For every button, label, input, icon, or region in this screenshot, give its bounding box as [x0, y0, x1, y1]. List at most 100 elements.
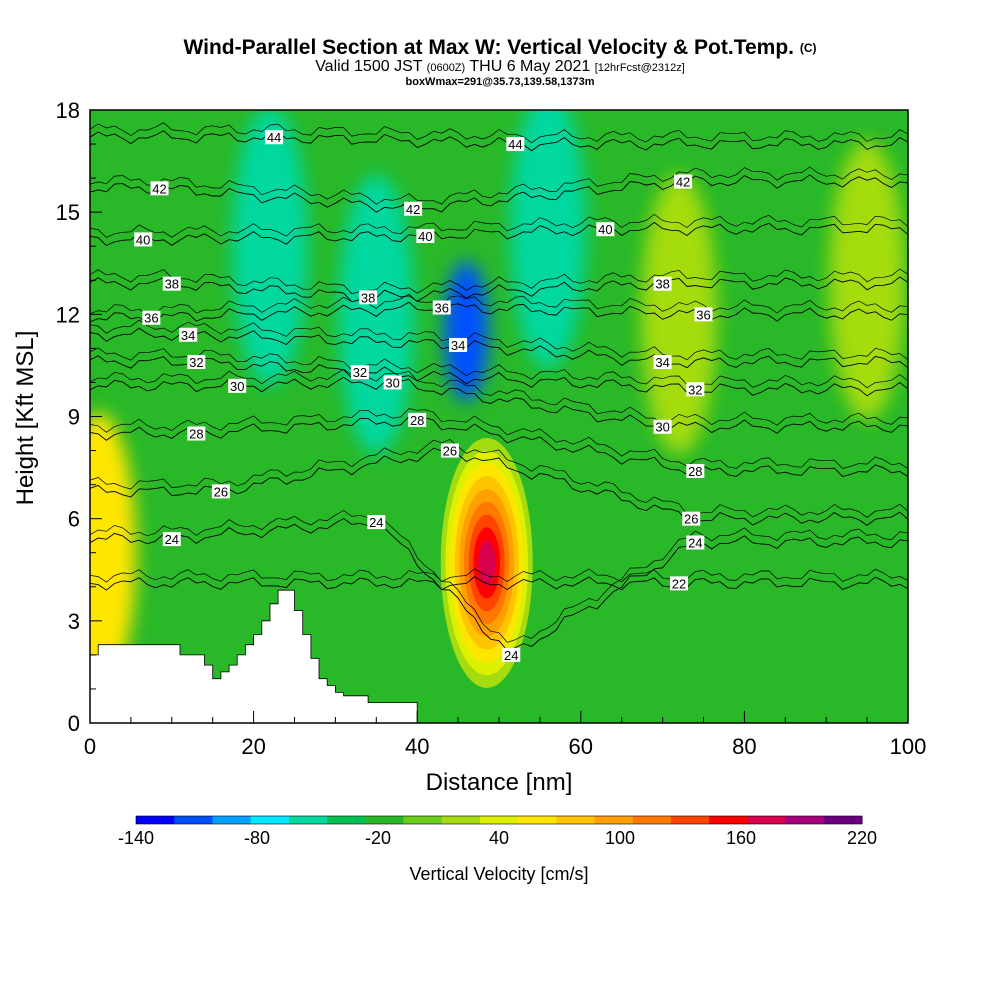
theta-contour-label: 34 [653, 355, 672, 370]
colorbar-swatch [174, 816, 213, 824]
theta-value: 38 [361, 290, 375, 305]
theta-contour [90, 355, 908, 397]
label-box [134, 232, 153, 247]
x-tick-label: 100 [890, 734, 927, 759]
y-tick-label: 3 [68, 609, 80, 634]
velocity-field [90, 110, 908, 723]
theta-value: 30 [230, 379, 244, 394]
theta-value: 44 [267, 130, 281, 145]
theta-contour-label: 26 [440, 443, 459, 459]
theta-value: 28 [189, 427, 203, 442]
theta-contour-label: 28 [408, 412, 427, 428]
velocity-cell [231, 110, 308, 387]
label-box [187, 426, 206, 441]
label-box [162, 276, 181, 291]
chart-subtitle-box: boxWmax=291@35.73,139.58,1373m [405, 76, 595, 88]
theta-value: 24 [165, 532, 179, 547]
colorbar-swatch [594, 816, 634, 824]
colorbar-title: Vertical Velocity [cm/s] [409, 864, 588, 884]
updraft-core [440, 437, 533, 688]
theta-value: 36 [696, 307, 710, 322]
y-axis-title: Height [Kft MSL] [12, 331, 39, 506]
theta-value: 42 [676, 175, 690, 190]
theta-contour-label: 38 [162, 276, 181, 292]
theta-contour [90, 130, 908, 152]
colorbar-swatch [556, 816, 596, 824]
chart-title-block: Wind-Parallel Section at Max W: Vertical… [0, 36, 1000, 88]
theta-contour-label: 40 [416, 229, 435, 244]
label-box [682, 511, 701, 526]
colorbar-swatch [518, 816, 557, 824]
colorbar-swatch [823, 816, 863, 824]
x-axis-title: Distance [nm] [426, 769, 573, 796]
colorbar-swatch [327, 816, 366, 824]
theta-contour-minor [90, 568, 908, 583]
theta-contour-label: 36 [694, 307, 713, 322]
theta-contour [90, 576, 908, 591]
theta-contour-label: 32 [686, 382, 705, 397]
colorbar-swatch [709, 816, 748, 824]
colorbar-swatch [632, 816, 672, 824]
velocity-cell [90, 412, 137, 693]
label-box [211, 484, 230, 499]
label-box [408, 412, 427, 427]
theta-contour-label: 34 [449, 337, 468, 353]
chart-subtitle: Valid 1500 JST (0600Z) THU 6 May 2021 [1… [315, 58, 685, 75]
theta-value: 34 [655, 355, 669, 370]
theta-value: 40 [418, 229, 432, 244]
theta-contour-label: 38 [653, 276, 672, 292]
theta-value: 42 [406, 202, 420, 217]
label-box [162, 532, 181, 547]
y-tick-label: 12 [56, 302, 80, 327]
colorbar-swatch [136, 816, 175, 824]
colorbar-frame [135, 815, 863, 825]
velocity-cell [829, 140, 906, 421]
y-tick-label: 6 [68, 507, 80, 532]
label-box [228, 378, 247, 393]
label-box [440, 443, 459, 458]
label-box [265, 130, 284, 145]
label-box [432, 300, 451, 315]
theta-value: 36 [144, 311, 158, 326]
theta-value: 32 [189, 355, 203, 370]
theta-contour-label: 44 [265, 130, 284, 145]
theta-contour-label: 28 [686, 463, 705, 479]
theta-contour-label: 24 [367, 515, 386, 530]
theta-contour-label: 28 [187, 426, 206, 442]
theta-value: 30 [385, 375, 399, 390]
theta-contour-label: 34 [179, 327, 198, 343]
theta-contour-label: 26 [211, 484, 230, 499]
theta-contour-label: 42 [404, 201, 423, 217]
theta-value: 26 [214, 484, 228, 499]
x-tick-label: 80 [732, 734, 756, 759]
theta-value: 24 [688, 536, 702, 551]
x-tick-label: 40 [405, 734, 429, 759]
colorbar-swatch [670, 816, 710, 824]
theta-contour-minor [90, 213, 908, 238]
theta-contour-label: 22 [669, 576, 688, 591]
theta-value: 30 [655, 420, 669, 435]
theta-contour [90, 327, 908, 369]
label-box [506, 137, 525, 152]
theta-contour-label: 30 [228, 378, 247, 394]
label-box [449, 337, 468, 352]
label-box [686, 382, 705, 397]
theta-contour-minor [90, 368, 908, 426]
label-box [383, 375, 402, 390]
theta-value: 38 [655, 277, 669, 292]
x-tick-label: 60 [569, 734, 593, 759]
label-box [150, 181, 169, 196]
theta-contours [90, 122, 908, 651]
colorbar-swatch [747, 816, 787, 824]
label-box [187, 355, 206, 370]
theta-value: 28 [688, 464, 702, 479]
theta-contour-minor [90, 122, 908, 144]
theta-contour-minor [90, 510, 908, 643]
label-box [179, 327, 198, 342]
theta-contour-label: 40 [596, 222, 615, 237]
theta-value: 32 [688, 382, 702, 397]
colorbar-swatch [365, 816, 404, 824]
theta-value: 40 [136, 232, 150, 247]
colorbar-swatch [288, 816, 328, 824]
